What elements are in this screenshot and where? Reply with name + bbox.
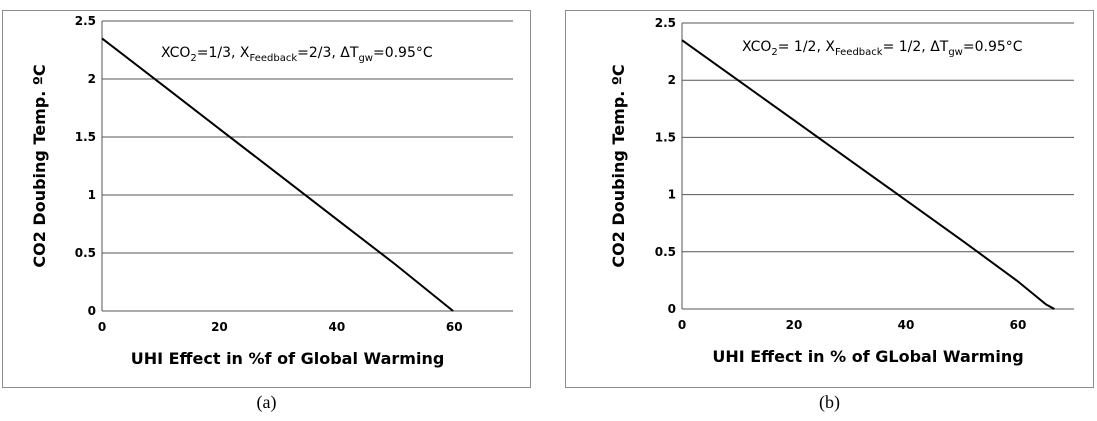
annotation: XCO2=1/3, XFeedback=2/3, ΔTgw=0.95°C — [161, 45, 433, 64]
y-axis-label: CO2 Doubing Temp. ºC — [30, 64, 49, 267]
y-tick-label: 1.5 — [75, 130, 96, 144]
y-tick-label: 0.5 — [655, 245, 676, 259]
annotation-subscript: gw — [948, 47, 963, 58]
annotation-text: =1/3, X — [197, 45, 250, 61]
chart-a: 0 0.5 1 1.5 2 2.5 0 20 40 60 UHI Effect in %f of G… — [30, 14, 513, 368]
annotation-subscript: gw — [358, 53, 373, 64]
annotation-text: =2/3, ΔT — [297, 45, 359, 61]
x-tick-label: 20 — [786, 318, 803, 332]
y-tick-label: 2.5 — [75, 14, 96, 28]
y-tick-label: 0 — [668, 302, 676, 316]
x-tick-label: 0 — [98, 320, 106, 334]
caption-b: (b) — [819, 392, 840, 412]
x-axis-label: UHI Effect in % of GLobal Warming — [712, 347, 1023, 366]
y-tick-label: 2 — [668, 73, 676, 87]
annotation: XCO2= 1/2, XFeedback= 1/2, ΔTgw=0.95°C — [742, 39, 1023, 58]
x-tick-label: 40 — [898, 318, 915, 332]
y-tick-label: 0 — [88, 304, 96, 318]
annotation-text: XCO — [742, 39, 771, 55]
y-axis-label: CO2 Doubing Temp. ºC — [609, 64, 628, 267]
y-tick-label: 1 — [668, 188, 676, 202]
annotation-text: =0.95°C — [963, 39, 1023, 55]
x-axis-label: UHI Effect in %f of Global Warming — [131, 349, 445, 368]
y-tick-label: 0.5 — [75, 246, 96, 260]
y-tick-label: 2.5 — [655, 16, 676, 30]
x-tick-label: 60 — [446, 320, 463, 334]
y-tick-label: 1.5 — [655, 130, 676, 144]
series-line — [681, 39, 1055, 310]
annotation-subscript: Feedback — [835, 47, 883, 58]
annotation-text: = 1/2, X — [778, 39, 836, 55]
y-tick-label: 1 — [88, 188, 96, 202]
x-tick-label: 40 — [329, 320, 346, 334]
x-tick-label: 20 — [211, 320, 228, 334]
annotation-text: XCO — [161, 45, 190, 61]
annotation-text: =0.95°C — [373, 45, 433, 61]
annotation-subscript: 2 — [771, 47, 777, 58]
chart-panel-b: 0 0.5 1 1.5 2 2.5 0 20 40 60 UHI Effect in % of GL… — [565, 10, 1094, 388]
x-tick-label: 0 — [678, 318, 686, 332]
annotation-subscript: 2 — [190, 53, 196, 64]
series-line — [101, 37, 454, 312]
annotation-subscript: Feedback — [250, 53, 298, 64]
chart-b: 0 0.5 1 1.5 2 2.5 0 20 40 60 UHI Effect in % of GL… — [609, 16, 1074, 366]
annotation-text: = 1/2, ΔT — [883, 39, 949, 55]
caption-a: (a) — [256, 392, 277, 412]
x-tick-label: 60 — [1010, 318, 1027, 332]
chart-panel-a: 0 0.5 1 1.5 2 2.5 0 20 40 60 UHI Effect in %f of G… — [2, 10, 531, 388]
y-tick-label: 2 — [88, 72, 96, 86]
